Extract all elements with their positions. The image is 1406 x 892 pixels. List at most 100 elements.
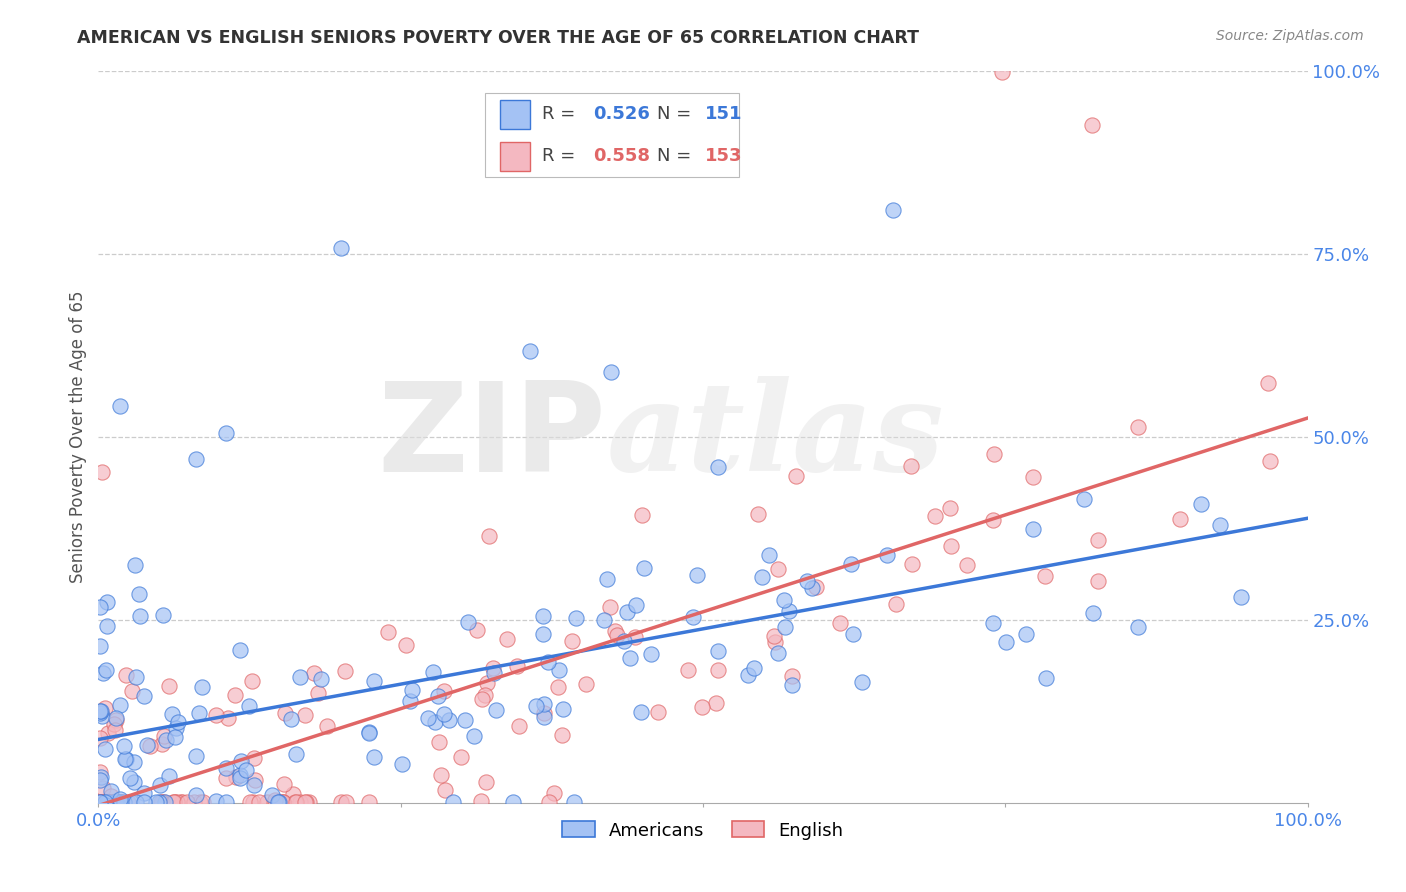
Point — [224, 689, 246, 703]
Point — [100, 789, 122, 803]
Point — [707, 644, 730, 658]
Point — [453, 713, 475, 727]
Point — [485, 703, 508, 717]
Point — [624, 630, 647, 644]
Point — [96, 663, 118, 677]
Point — [593, 613, 616, 627]
Point — [91, 708, 114, 723]
Point — [98, 795, 121, 809]
Point — [96, 795, 118, 809]
Point — [271, 795, 294, 809]
Point — [298, 795, 321, 809]
Point — [243, 778, 266, 792]
Point — [779, 604, 801, 618]
Point — [267, 795, 290, 809]
Point — [457, 615, 479, 629]
Point — [91, 665, 114, 680]
Point — [242, 751, 264, 765]
Point — [553, 701, 575, 715]
Point — [851, 675, 873, 690]
Point — [90, 795, 112, 809]
Point — [307, 686, 329, 700]
Point — [153, 795, 176, 809]
Point — [707, 459, 730, 474]
Point — [633, 561, 655, 575]
Point — [238, 699, 260, 714]
Point — [242, 795, 264, 809]
Point — [104, 795, 127, 809]
Point — [1128, 420, 1150, 434]
Point — [165, 731, 187, 745]
Point — [117, 795, 139, 809]
Point — [991, 65, 1014, 79]
Point — [363, 674, 385, 689]
Point — [747, 507, 769, 521]
Point — [97, 795, 120, 809]
Point — [1189, 497, 1212, 511]
Point — [280, 712, 302, 726]
Point — [218, 711, 240, 725]
Point — [104, 713, 127, 727]
Point — [97, 726, 120, 740]
Point — [125, 795, 148, 809]
Point — [956, 558, 979, 572]
Point — [901, 557, 924, 571]
Point — [104, 795, 127, 809]
Point — [785, 468, 807, 483]
Point — [205, 707, 228, 722]
Point — [191, 680, 214, 694]
Point — [139, 739, 162, 753]
Point — [271, 795, 294, 809]
Point — [243, 772, 266, 787]
Point — [1209, 518, 1232, 533]
Point — [89, 706, 111, 720]
Point — [335, 795, 357, 809]
Point — [90, 704, 112, 718]
Point — [101, 795, 124, 809]
Point — [100, 783, 122, 797]
Point — [163, 795, 186, 809]
Point — [357, 725, 380, 739]
Point — [560, 633, 582, 648]
Point — [330, 241, 353, 255]
Point — [101, 795, 124, 809]
Point — [295, 795, 318, 809]
Point — [152, 607, 174, 622]
Point — [91, 465, 114, 479]
Point — [884, 597, 907, 611]
Point — [484, 666, 506, 681]
Point — [430, 768, 453, 782]
Point — [876, 548, 898, 562]
Point — [148, 795, 170, 809]
Point — [465, 623, 488, 637]
Point — [132, 689, 155, 703]
Point — [120, 795, 142, 809]
Point — [600, 365, 623, 379]
Text: 0.558: 0.558 — [593, 147, 650, 165]
Point — [191, 795, 214, 809]
Point — [267, 795, 290, 809]
Point — [763, 629, 786, 643]
Point — [111, 795, 134, 809]
Point — [91, 795, 114, 809]
Point — [153, 795, 176, 809]
Point — [176, 795, 198, 809]
Point — [204, 794, 226, 808]
Point — [737, 668, 759, 682]
Point — [89, 640, 111, 654]
Point — [108, 795, 131, 809]
Point — [450, 750, 472, 764]
Point — [1081, 118, 1104, 132]
Point — [129, 608, 152, 623]
Point — [842, 627, 865, 641]
Point — [768, 646, 790, 660]
Point — [111, 795, 134, 809]
Point — [804, 580, 827, 594]
Point — [363, 750, 385, 764]
Point — [839, 557, 862, 571]
Point — [1087, 533, 1109, 548]
Point — [551, 728, 574, 742]
Point — [122, 755, 145, 769]
Point — [624, 599, 647, 613]
Point — [136, 738, 159, 752]
